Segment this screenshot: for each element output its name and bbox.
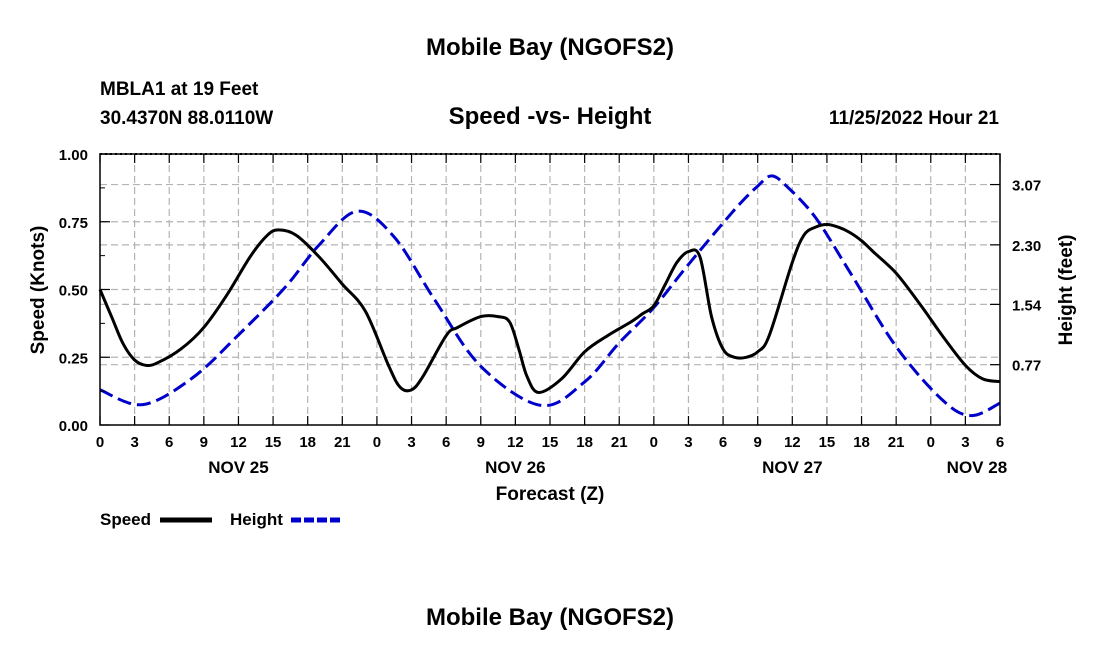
- x-tick-label-13: 15: [542, 434, 559, 451]
- x-tick-label-2: 6: [165, 434, 173, 451]
- x-tick-label-6: 18: [299, 434, 316, 451]
- x-tick-label-0: 0: [96, 434, 104, 451]
- series-layer: [98, 174, 1001, 418]
- page-title: Mobile Bay (NGOFS2): [426, 34, 674, 61]
- x-tick-label-15: 21: [611, 434, 628, 451]
- x-tick-label-19: 9: [754, 434, 762, 451]
- series-line-speed: [98, 223, 1001, 394]
- forecast-datetime: 11/25/2022 Hour 21: [829, 108, 999, 129]
- y-axis-left-label: Speed (Knots): [28, 226, 49, 355]
- x-tick-label-23: 21: [888, 434, 905, 451]
- x-tick-label-11: 9: [477, 434, 485, 451]
- x-tick-label-14: 18: [576, 434, 593, 451]
- legend: Speed Height: [100, 510, 343, 529]
- x-date-label-3: NOV 28: [947, 458, 1007, 477]
- x-tick-label-12: 12: [507, 434, 524, 451]
- series-line-height: [99, 174, 1001, 418]
- grid-lines: [100, 154, 1000, 425]
- x-tick-label-5: 15: [265, 434, 282, 451]
- x-tick-label-18: 6: [719, 434, 727, 451]
- x-tick-label-20: 12: [784, 434, 801, 451]
- x-date-label-2: NOV 27: [762, 458, 822, 477]
- legend-speed-label: Speed: [100, 510, 151, 529]
- station-coords: 30.4370N 88.0110W: [100, 108, 273, 129]
- y-axis-left: 0.00 0.25 0.50 0.75 1.00: [59, 147, 110, 435]
- y-left-tick-label-1: 0.25: [59, 350, 88, 367]
- y-right-tick-label-2: 2.30: [1012, 238, 1041, 255]
- legend-height-label: Height: [230, 510, 283, 529]
- x-tick-label-1: 3: [130, 434, 138, 451]
- x-axis-label: Forecast (Z): [496, 484, 605, 505]
- x-tick-label-3: 9: [200, 434, 208, 451]
- x-tick-label-24: 0: [927, 434, 935, 451]
- footer-title: Mobile Bay (NGOFS2): [426, 604, 674, 631]
- station-label: MBLA1 at 19 Feet: [100, 79, 259, 100]
- chart-subtitle: Speed -vs- Height: [449, 103, 652, 130]
- x-tick-label-4: 12: [230, 434, 247, 451]
- y-left-tick-label-0: 0.00: [59, 418, 88, 435]
- y-right-tick-label-1: 1.54: [1012, 297, 1042, 314]
- y-right-tick-label-0: 0.77: [1012, 358, 1041, 375]
- x-axis: 0 3 6 9 12 15 18 21 0 3 6 9 12 15 18 21 0 3 6 9 12 15 18 21 0 3 6 N…: [96, 154, 1007, 477]
- x-tick-label-25: 3: [961, 434, 969, 451]
- x-tick-label-9: 3: [407, 434, 415, 451]
- x-tick-label-17: 3: [684, 434, 692, 451]
- x-tick-label-21: 15: [819, 434, 836, 451]
- x-tick-label-10: 6: [442, 434, 450, 451]
- x-date-label-0: NOV 25: [208, 458, 268, 477]
- x-tick-label-16: 0: [650, 434, 658, 451]
- x-tick-label-7: 21: [334, 434, 351, 451]
- y-left-tick-label-4: 1.00: [59, 147, 88, 164]
- x-tick-label-22: 18: [853, 434, 870, 451]
- y-axis-right: 0.77 1.54 2.30 3.07: [990, 178, 1042, 375]
- y-axis-right-label: Height (feet): [1056, 235, 1077, 346]
- y-left-tick-label-2: 0.50: [59, 283, 88, 300]
- x-date-label-1: NOV 26: [485, 458, 545, 477]
- y-left-tick-label-3: 0.75: [59, 215, 88, 232]
- y-right-tick-label-3: 3.07: [1012, 178, 1041, 195]
- x-tick-label-8: 0: [373, 434, 381, 451]
- x-tick-label-26: 6: [996, 434, 1004, 451]
